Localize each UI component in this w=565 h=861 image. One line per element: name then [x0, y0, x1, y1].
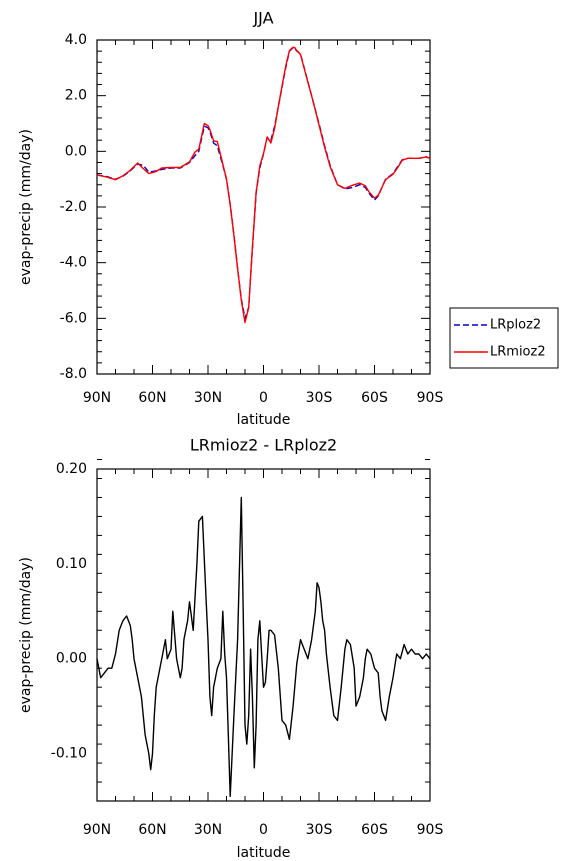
y-tick-label: 0.20	[56, 461, 87, 477]
y-tick-label: -6.0	[60, 310, 87, 326]
chart-title: JJA	[252, 9, 273, 28]
x-tick-label: 90N	[83, 390, 111, 406]
plot-frame	[96, 468, 431, 802]
legend-box	[449, 307, 559, 369]
y-tick-label: -4.0	[60, 255, 87, 271]
y-tick-label: -8.0	[60, 366, 87, 382]
y-tick-label: 0.0	[65, 143, 87, 159]
y-tick-label: -2.0	[60, 199, 87, 215]
legend-label: LRploz2	[490, 318, 541, 333]
plot-frame	[96, 39, 431, 375]
series-line-diff-0	[96, 496, 431, 797]
y-tick-label: 0.10	[56, 556, 87, 572]
x-tick-label: 90N	[83, 822, 111, 838]
y-tick-label: 2.0	[65, 88, 87, 104]
x-axis-label: latitude	[237, 845, 291, 861]
x-tick-label: 30N	[194, 390, 222, 406]
series-line-lrmioz2	[96, 46, 431, 324]
legend-label: LRmioz2	[490, 345, 546, 360]
x-tick-label: 0	[259, 822, 268, 838]
y-tick-label: 0.00	[56, 651, 87, 667]
x-tick-label: 60S	[361, 822, 388, 838]
x-tick-label: 60S	[361, 390, 388, 406]
y-axis-label: evap-precip (mm/day)	[18, 557, 34, 713]
x-tick-label: 30N	[194, 822, 222, 838]
y-tick-label: -0.10	[51, 746, 87, 762]
y-tick-label: 4.0	[65, 32, 87, 48]
series-line-lrploz2	[96, 47, 431, 319]
top-panel-jja: JJA latitude evap-precip (mm/day) 90N 60N 30N…	[18, 9, 559, 428]
x-tick-label: 30S	[306, 390, 333, 406]
x-tick-label: 0	[259, 390, 268, 406]
x-tick-label: 90S	[417, 822, 444, 838]
y-axis-label: evap-precip (mm/day)	[18, 129, 34, 285]
x-tick-label: 30S	[306, 822, 333, 838]
bottom-panel-difference: LRmioz2 - LRploz2 latitude evap-precip (mm…	[18, 436, 443, 861]
x-tick-label: 60N	[138, 390, 166, 406]
chart-title: LRmioz2 - LRploz2	[190, 436, 337, 455]
x-tick-label: 90S	[417, 390, 444, 406]
x-tick-label: 60N	[138, 822, 166, 838]
x-axis-label: latitude	[237, 412, 291, 428]
